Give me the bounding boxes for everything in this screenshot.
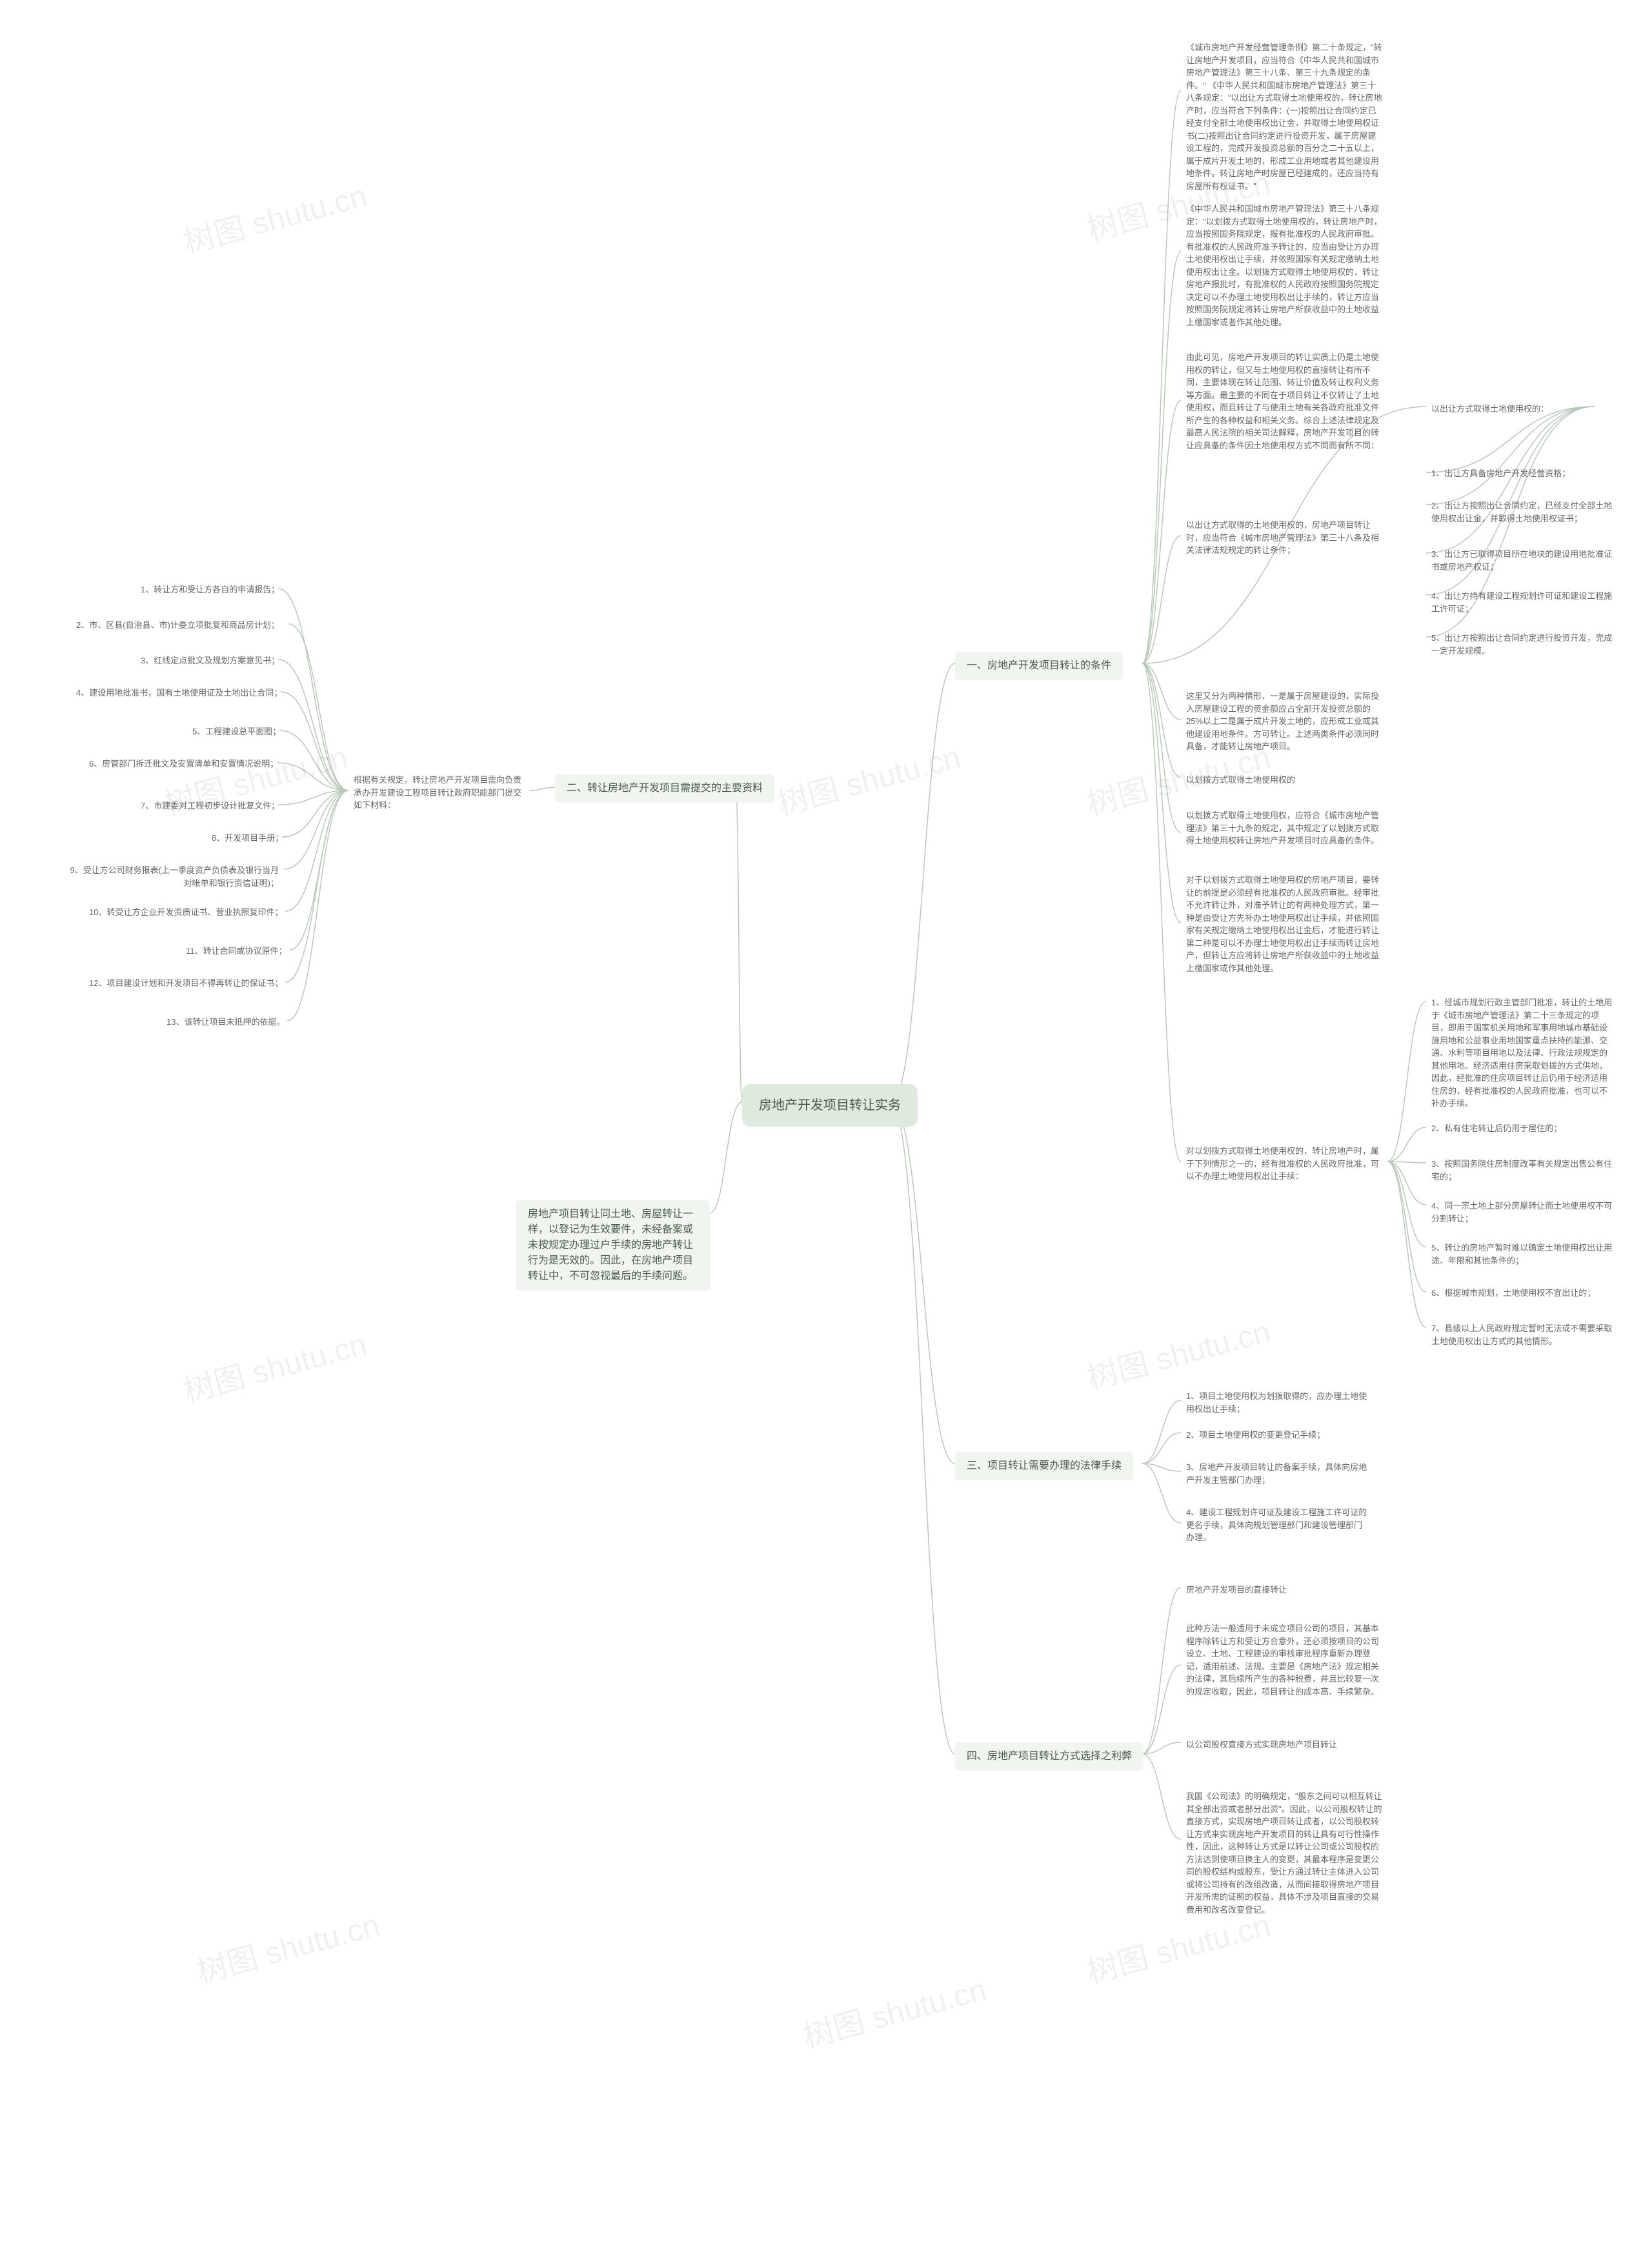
subleaf: 3、红线定点批文及规划方案意见书； <box>136 652 285 670</box>
branch-right-0: 一、房地产开发项目转让的条件 <box>955 652 1123 680</box>
subleaf: 3、出让方已取得项目所在地块的建设用地批准证书或房地产权证； <box>1426 545 1620 576</box>
leaf: 《中华人民共和国城市房地产管理法》第三十八条规定："以划拨方式取得土地使用权的，… <box>1181 200 1387 331</box>
watermark: 树图 shutu.cn <box>1082 1306 1274 1398</box>
leaf: 2、项目土地使用权的变更登记手续； <box>1181 1426 1330 1444</box>
subleaf: 2、市、区县(自治县、市)计委立项批复和商品房计划； <box>71 616 285 634</box>
subleaf: 10、转受让方企业开发资质证书、营业执照复印件； <box>84 903 288 922</box>
subleaf: 2、私有住宅转让后仍用于居住的； <box>1426 1120 1567 1138</box>
subleaf: 2、出让方按照出让合同约定，已经支付全部土地使用权出让金，并取得土地使用权证书； <box>1426 497 1620 527</box>
subleaf: 5、出让方按照出让合同约定进行投资开发，完成一定开发规模。 <box>1426 629 1620 660</box>
branch-left-0: 二、转让房地产开发项目需提交的主要资料 <box>555 774 774 803</box>
leaf: 房地产开发项目的直接转让 <box>1181 1581 1292 1599</box>
watermark: 树图 shutu.cn <box>191 1900 384 1992</box>
subleaf: 9、受让方公司财务报表(上一季度资产负债表及银行当月对帐单和银行资信证明)； <box>65 861 284 892</box>
watermark: 树图 shutu.cn <box>178 1319 371 1411</box>
leaf: 根据有关规定，转让房地产开发项目需向负责承办开发建设工程项目转让政府职能部门提交… <box>348 771 529 814</box>
subleaf: 1、出让方具备房地产开发经营资格； <box>1426 465 1575 483</box>
leaf: 《城市房地产开发经营管理条例》第二十条规定，"转让房地产开发项目，应当符合《中华… <box>1181 39 1387 195</box>
subleaf: 13、该转让项目未抵押的依据。 <box>161 1013 290 1031</box>
root-node: 房地产开发项目转让实务 <box>742 1084 918 1127</box>
watermark: 树图 shutu.cn <box>772 732 965 824</box>
leaf: 由此可见，房地产开发项目的转让实质上仍是土地使用权的转让，但又与土地使用权的直接… <box>1181 348 1387 454</box>
leaf: 对于以划拨方式取得土地使用权的房地产项目，要转让的前提是必须经有批准权的人民政府… <box>1181 871 1387 977</box>
leaf: 此种方法一般适用于未成立项目公司的项目，其基本程序除转让方和受让方合意外，还必须… <box>1181 1620 1387 1700</box>
subleaf: 4、出让方持有建设工程规划许可证和建设工程施工许可证； <box>1426 587 1620 618</box>
branch-right-2: 四、房地产项目转让方式选择之利弊 <box>955 1742 1143 1771</box>
leaf: 以出让方式取得的土地使用权的，房地产项目转让时，应当符合《城市房地产管理法》第三… <box>1181 516 1387 559</box>
subleaf: 6、房管部门拆迁批文及安置清单和安置情况说明； <box>84 755 283 773</box>
subleaf: 3、按照国务院住房制度改革有关规定出售公有住宅的； <box>1426 1155 1620 1185</box>
connector-layer <box>0 0 1652 2256</box>
leaf: 对以划拨方式取得土地使用权的，转让房地产时，属于下列情形之一的，经有批准权的人民… <box>1181 1142 1387 1185</box>
subleaf: 11、转让合同或协议原件； <box>181 942 292 960</box>
leaf: 1、项目土地使用权为划拨取得的，应办理土地使用权出让手续； <box>1181 1387 1375 1418</box>
branch-right-1: 三、项目转让需要办理的法律手续 <box>955 1452 1133 1480</box>
leaf: 这里又分为两种情形，一是属于房屋建设的，实际投入房屋建设工程的资金额应占全部开发… <box>1181 687 1387 756</box>
subleaf: 4、建设用地批准书，国有土地使用证及土地出让合同； <box>71 684 287 702</box>
subleaf: 5、工程建设总平面图； <box>187 723 286 741</box>
leaf: 4、建设工程规划许可证及建设工程施工许可证的更名手续，具体向规划管理部门和建设管… <box>1181 1504 1375 1547</box>
leaf: 我国《公司法》的明确规定，"股东之间可以相互转让其全部出资或者部分出资"。因此，… <box>1181 1788 1387 1919</box>
subleaf: 7、县级以上人民政府规定暂时无法或不需要采取土地使用权出让方式的其他情形。 <box>1426 1320 1620 1350</box>
branch-left-1: 房地产项目转让同土地、房屋转让一样，以登记为生效要件，未经备案或未按规定办理过户… <box>516 1200 710 1291</box>
watermark: 树图 shutu.cn <box>178 170 371 263</box>
subleaf: 7、市建委对工程初步设计批复文件； <box>136 797 285 815</box>
leaf: 3、房地产开发项目转让的备案手续，具体向房地产开发主管部门办理； <box>1181 1458 1375 1489</box>
subleaf: 8、开发项目手册； <box>206 829 288 847</box>
subleaf: 1、经城市规划行政主管部门批准，转让的土地用于《城市房地产管理法》第二十三条规定… <box>1426 994 1620 1113</box>
watermark: 树图 shutu.cn <box>798 1964 991 2057</box>
subleaf: 12、项目建设计划和开发项目不得再转让的保证书； <box>84 974 288 992</box>
subleaf: 6、根据城市规划，土地使用权不宜出让的； <box>1426 1284 1600 1302</box>
subleaf: 1、转让方和受让方各自的申请报告； <box>136 581 285 599</box>
leaf: 以划拨方式取得土地使用权，应符合《城市房地产管理法》第三十九条的规定，其中规定了… <box>1181 807 1387 850</box>
leaf: 以公司股权直接方式实现房地产项目转让 <box>1181 1736 1342 1754</box>
subleaf: 5、转让的房地产暂时难以确定土地使用权出让用途、年限和其他条件的； <box>1426 1239 1620 1269</box>
subleaf: 4、同一宗土地上部分房屋转让而土地使用权不可分割转让； <box>1426 1197 1620 1227</box>
leaf: 以出让方式取得土地使用权的： <box>1426 400 1554 418</box>
leaf: 以划拨方式取得土地使用权的 <box>1181 771 1300 789</box>
